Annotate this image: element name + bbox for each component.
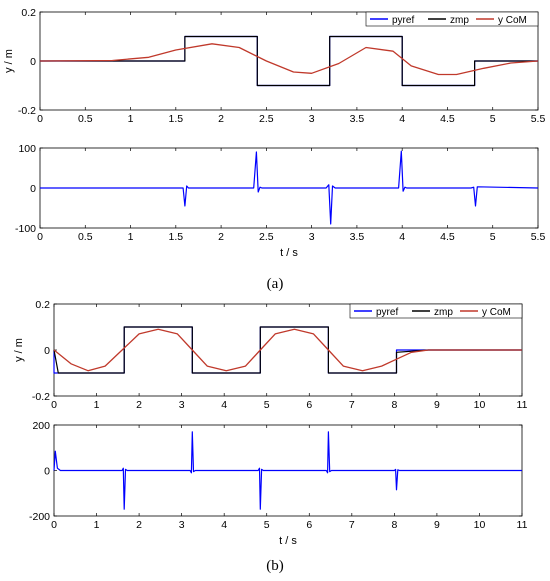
series-line-signal <box>40 150 539 225</box>
x-tick-label: 0 <box>51 399 57 411</box>
x-tick-label: 6 <box>306 399 312 411</box>
x-axis-label: t / s <box>280 247 298 259</box>
y-tick-label: 200 <box>32 420 50 432</box>
x-tick-label: 6 <box>306 519 312 531</box>
x-tick-label: 2 <box>218 231 224 243</box>
legend-label: y CoM <box>482 307 511 318</box>
series-line-y-com <box>39 43 539 76</box>
x-tick-label: 3 <box>309 231 315 243</box>
x-tick-label: 5 <box>490 113 496 125</box>
x-tick-label: 5.5 <box>531 113 546 125</box>
y-tick-label: -0.2 <box>18 105 36 117</box>
legend-label: pyref <box>392 15 414 26</box>
series-line-signal <box>53 431 522 510</box>
y-tick-label: 0 <box>44 345 50 357</box>
x-tick-label: 2.5 <box>259 231 274 243</box>
y-tick-label: -100 <box>15 223 36 235</box>
x-tick-label: 0.5 <box>78 113 93 125</box>
x-tick-label: 3.5 <box>350 113 365 125</box>
x-tick-label: 4 <box>221 399 227 411</box>
x-axis-label: t / s <box>279 535 297 547</box>
x-tick-label: 1 <box>128 113 134 125</box>
x-tick-label: 1 <box>94 519 100 531</box>
y-tick-label: 0.2 <box>21 7 36 19</box>
x-tick-label: 5.5 <box>531 231 546 243</box>
legend-label: zmp <box>434 307 453 318</box>
x-tick-label: 0 <box>51 519 57 531</box>
x-tick-label: 3 <box>179 399 185 411</box>
x-tick-label: 11 <box>517 519 528 531</box>
y-axis-label: y / m <box>3 49 15 73</box>
x-tick-label: 4 <box>399 231 405 243</box>
figure-caption: (a) <box>267 276 284 292</box>
x-tick-label: 2 <box>136 519 142 531</box>
y-tick-label: 0 <box>30 56 36 68</box>
y-tick-label: -200 <box>29 511 50 523</box>
x-tick-label: 8 <box>391 399 397 411</box>
x-tick-label: 4 <box>399 113 405 125</box>
x-tick-label: 1.5 <box>169 113 184 125</box>
x-tick-label: 3 <box>309 113 315 125</box>
x-tick-label: 0.5 <box>78 231 93 243</box>
x-tick-label: 3.5 <box>350 231 365 243</box>
x-tick-label: 0 <box>37 113 43 125</box>
series-line-y-com <box>53 328 522 372</box>
x-tick-label: 2.5 <box>259 113 274 125</box>
series-line-zmp <box>40 35 538 87</box>
legend-box <box>365 11 539 27</box>
y-tick-label: 0 <box>30 183 36 195</box>
x-tick-label: 3 <box>179 519 185 531</box>
x-tick-label: 1.5 <box>169 231 184 243</box>
x-tick-label: 9 <box>434 399 440 411</box>
x-tick-label: 10 <box>474 399 486 411</box>
x-tick-label: 4.5 <box>440 231 455 243</box>
y-tick-label: 0.2 <box>35 299 50 311</box>
x-tick-label: 10 <box>474 519 486 531</box>
x-tick-label: 2 <box>218 113 224 125</box>
y-axis-label: y / m <box>13 338 25 362</box>
x-tick-label: 7 <box>349 519 355 531</box>
legend-label: y CoM <box>498 15 527 26</box>
y-tick-label: 0 <box>44 466 50 478</box>
y-tick-label: -0.2 <box>32 391 50 403</box>
x-tick-label: 0 <box>37 231 43 243</box>
x-tick-label: 5 <box>490 231 496 243</box>
x-tick-label: 5 <box>264 399 270 411</box>
legend-label: zmp <box>450 15 469 26</box>
legend-box <box>349 303 523 319</box>
figure-caption: (b) <box>266 558 284 574</box>
x-tick-label: 11 <box>517 399 528 411</box>
legend-label: pyref <box>376 307 398 318</box>
x-tick-label: 7 <box>349 399 355 411</box>
x-tick-label: 4 <box>221 519 227 531</box>
x-tick-label: 8 <box>391 519 397 531</box>
x-tick-label: 2 <box>136 399 142 411</box>
y-tick-label: 100 <box>18 143 36 155</box>
x-tick-label: 4.5 <box>440 113 455 125</box>
x-tick-label: 1 <box>94 399 100 411</box>
x-tick-label: 9 <box>434 519 440 531</box>
x-tick-label: 5 <box>264 519 270 531</box>
x-tick-label: 1 <box>128 231 134 243</box>
